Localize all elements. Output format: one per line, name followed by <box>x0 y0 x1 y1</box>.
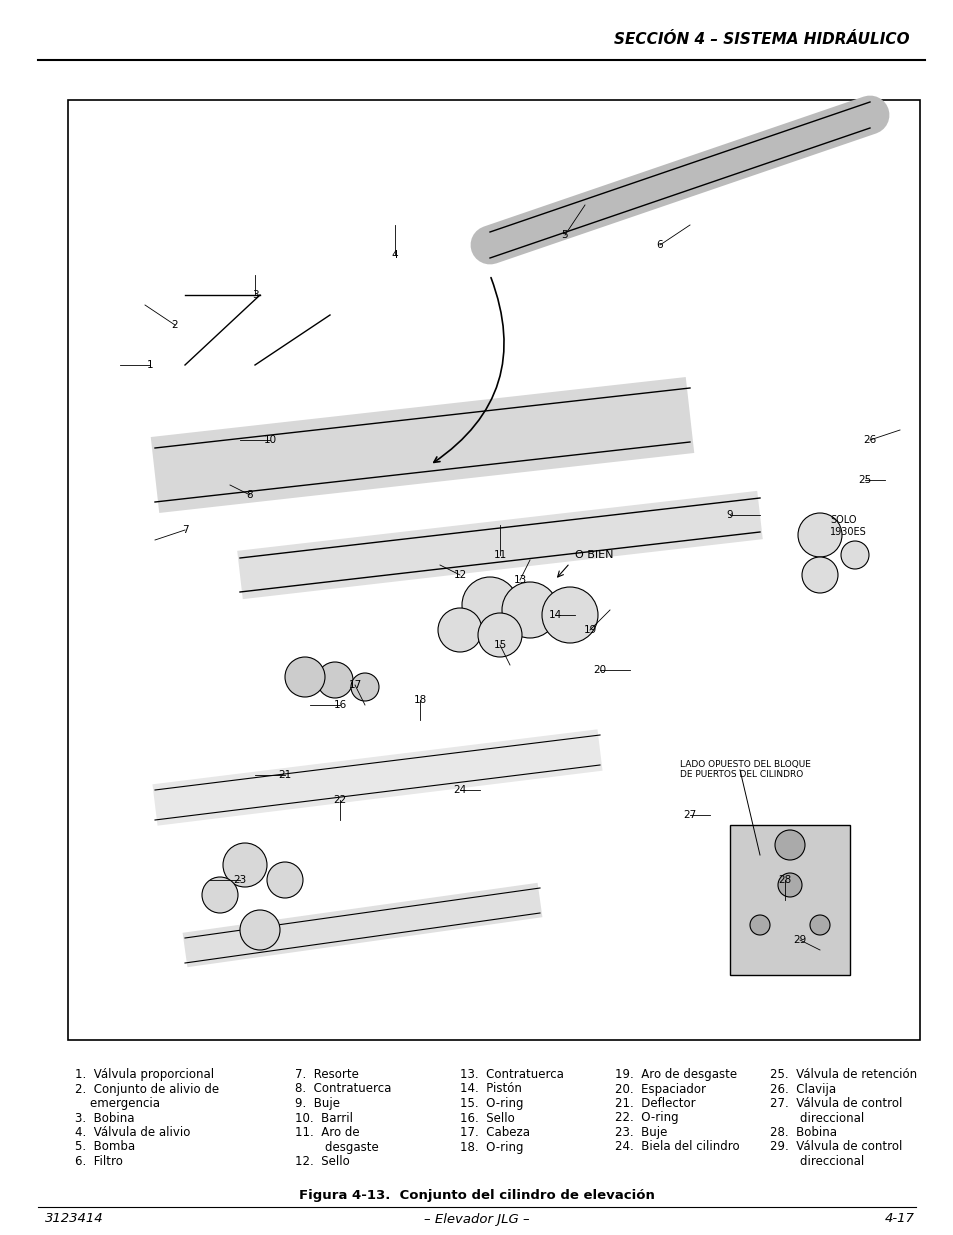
Text: 19: 19 <box>583 625 596 635</box>
Circle shape <box>223 844 267 887</box>
Circle shape <box>501 582 558 638</box>
Text: 25.  Válvula de retención: 25. Válvula de retención <box>769 1068 916 1081</box>
Text: 22.  O-ring: 22. O-ring <box>615 1112 678 1125</box>
Text: 17.  Cabeza: 17. Cabeza <box>459 1126 530 1139</box>
Text: 7.  Resorte: 7. Resorte <box>294 1068 358 1081</box>
Text: 3: 3 <box>252 290 258 300</box>
Text: 4-17: 4-17 <box>884 1213 914 1225</box>
Text: 5.  Bomba: 5. Bomba <box>75 1140 135 1153</box>
Text: 12.  Sello: 12. Sello <box>294 1155 350 1168</box>
Text: 13: 13 <box>513 576 526 585</box>
Text: 16.  Sello: 16. Sello <box>459 1112 515 1125</box>
Circle shape <box>801 557 837 593</box>
Text: 28: 28 <box>778 876 791 885</box>
Text: 27.  Válvula de control: 27. Válvula de control <box>769 1097 902 1110</box>
Text: 6.  Filtro: 6. Filtro <box>75 1155 123 1168</box>
Text: 16: 16 <box>333 700 346 710</box>
Text: 3.  Bobina: 3. Bobina <box>75 1112 134 1125</box>
Text: 11.  Aro de: 11. Aro de <box>294 1126 359 1139</box>
Text: 27: 27 <box>682 810 696 820</box>
Text: SOLO
1930ES: SOLO 1930ES <box>829 515 866 536</box>
Bar <box>68 100 919 1040</box>
Text: 23: 23 <box>233 876 247 885</box>
Text: 26.  Clavija: 26. Clavija <box>769 1083 835 1095</box>
Text: 17: 17 <box>348 680 361 690</box>
Circle shape <box>202 877 237 913</box>
Text: desgaste: desgaste <box>294 1140 378 1153</box>
Text: SECCIÓN 4 – SISTEMA HIDRÁULICO: SECCIÓN 4 – SISTEMA HIDRÁULICO <box>614 32 909 47</box>
Text: 23.  Buje: 23. Buje <box>615 1126 667 1139</box>
Text: 18.  O-ring: 18. O-ring <box>459 1140 523 1153</box>
Text: 5: 5 <box>561 230 568 240</box>
Text: 6: 6 <box>656 240 662 249</box>
Text: 24: 24 <box>453 785 466 795</box>
Text: 10.  Barril: 10. Barril <box>294 1112 353 1125</box>
Circle shape <box>461 577 517 634</box>
Text: 2: 2 <box>172 320 178 330</box>
Circle shape <box>749 915 769 935</box>
Circle shape <box>267 862 303 898</box>
Circle shape <box>351 673 378 701</box>
Text: 14: 14 <box>548 610 561 620</box>
Bar <box>729 825 849 974</box>
Text: 20: 20 <box>593 664 606 676</box>
Text: Figura 4-13.  Conjunto del cilindro de elevación: Figura 4-13. Conjunto del cilindro de el… <box>298 1188 655 1202</box>
Circle shape <box>541 587 598 643</box>
Text: 28.  Bobina: 28. Bobina <box>769 1126 836 1139</box>
Text: 29.  Válvula de control: 29. Válvula de control <box>769 1140 902 1153</box>
Text: 2.  Conjunto de alivio de: 2. Conjunto de alivio de <box>75 1083 219 1095</box>
Text: 7: 7 <box>181 525 188 535</box>
Circle shape <box>437 608 481 652</box>
Circle shape <box>797 513 841 557</box>
Circle shape <box>778 873 801 897</box>
Text: 1.  Válvula proporcional: 1. Válvula proporcional <box>75 1068 213 1081</box>
Text: 8.  Contratuerca: 8. Contratuerca <box>294 1083 391 1095</box>
Text: 21.  Deflector: 21. Deflector <box>615 1097 695 1110</box>
Text: 8: 8 <box>247 490 253 500</box>
Text: 26: 26 <box>862 435 876 445</box>
Text: 29: 29 <box>793 935 806 945</box>
Circle shape <box>316 662 353 698</box>
Text: 13.  Contratuerca: 13. Contratuerca <box>459 1068 563 1081</box>
Text: 22: 22 <box>333 795 346 805</box>
Text: 12: 12 <box>453 571 466 580</box>
Text: 3123414: 3123414 <box>45 1213 104 1225</box>
Text: direccional: direccional <box>769 1112 863 1125</box>
Text: – Elevador JLG –: – Elevador JLG – <box>424 1213 529 1225</box>
Text: 18: 18 <box>413 695 426 705</box>
Text: direccional: direccional <box>769 1155 863 1168</box>
Circle shape <box>285 657 325 697</box>
Text: 14.  Pistón: 14. Pistón <box>459 1083 521 1095</box>
Text: 20.  Espaciador: 20. Espaciador <box>615 1083 705 1095</box>
Text: 19.  Aro de desgaste: 19. Aro de desgaste <box>615 1068 737 1081</box>
Text: 24.  Biela del cilindro: 24. Biela del cilindro <box>615 1140 739 1153</box>
Text: 1: 1 <box>147 359 153 370</box>
Circle shape <box>841 541 868 569</box>
Text: 4.  Válvula de alivio: 4. Válvula de alivio <box>75 1126 191 1139</box>
Circle shape <box>477 613 521 657</box>
Text: 11: 11 <box>493 550 506 559</box>
Circle shape <box>809 915 829 935</box>
Circle shape <box>774 830 804 860</box>
Text: 15.  O-ring: 15. O-ring <box>459 1097 523 1110</box>
Text: 21: 21 <box>278 769 292 781</box>
Text: 25: 25 <box>858 475 871 485</box>
Text: 15: 15 <box>493 640 506 650</box>
Text: 4: 4 <box>392 249 398 261</box>
Text: emergencia: emergencia <box>75 1097 160 1110</box>
Text: 9.  Buje: 9. Buje <box>294 1097 339 1110</box>
Text: LADO OPUESTO DEL BLOQUE
DE PUERTOS DEL CILINDRO: LADO OPUESTO DEL BLOQUE DE PUERTOS DEL C… <box>679 760 810 779</box>
Text: O BIEN: O BIEN <box>575 550 613 559</box>
Text: 9: 9 <box>726 510 733 520</box>
Circle shape <box>240 910 280 950</box>
Text: 10: 10 <box>263 435 276 445</box>
